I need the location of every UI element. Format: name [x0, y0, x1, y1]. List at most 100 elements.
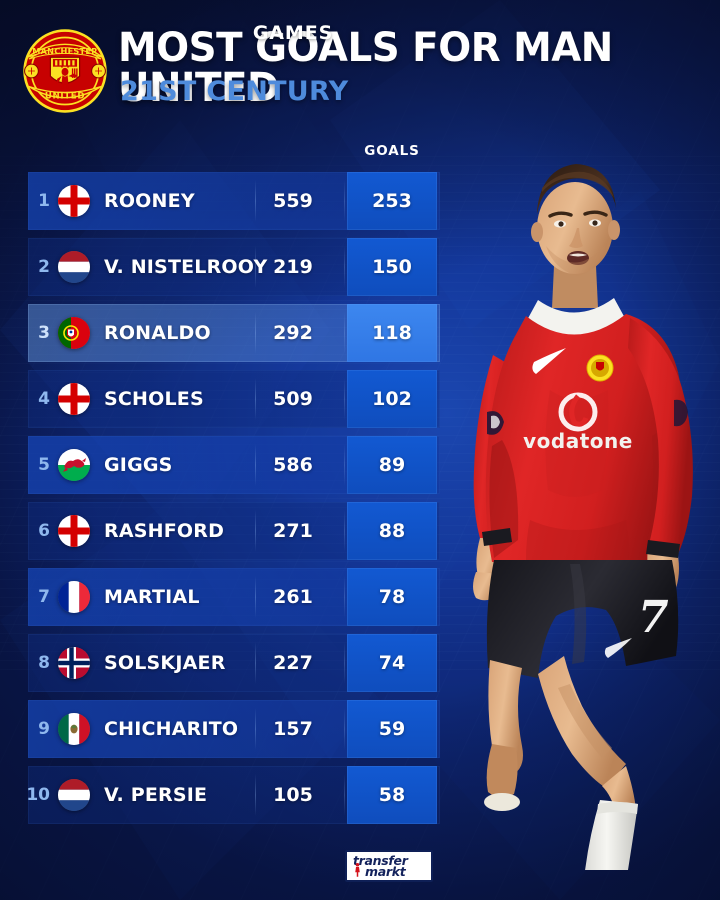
column-divider — [255, 312, 256, 354]
table-row[interactable]: 3 RONALDO 292 118 — [0, 300, 460, 366]
table-row[interactable]: 8 SOLSKJAER 227 74 — [0, 630, 460, 696]
column-divider — [344, 510, 345, 552]
goals-value-box: 78 — [347, 568, 437, 626]
table-row[interactable]: 9 CHICHARITO 157 59 — [0, 696, 460, 762]
player-name: RASHFORD — [104, 520, 225, 542]
column-divider — [255, 444, 256, 486]
games-value: 271 — [273, 520, 313, 542]
table-row[interactable]: 2 V. NISTELROOY 219 150 — [0, 234, 460, 300]
goals-value: 74 — [378, 652, 406, 674]
table-row[interactable]: 10 V. PERSIE 105 58 — [0, 762, 460, 828]
games-value: 559 — [273, 190, 313, 212]
games-value: 292 — [273, 322, 313, 344]
rank-number: 7 — [38, 587, 50, 607]
flag-england-icon — [58, 185, 90, 217]
column-divider — [344, 246, 345, 288]
table-row[interactable]: 4 SCHOLES 509 102 — [0, 366, 460, 432]
page-title: MOST GOALS FOR MAN UNITED — [118, 25, 613, 111]
flag-portugal-icon — [58, 317, 90, 349]
svg-text:7: 7 — [638, 592, 669, 643]
player-name: SOLSKJAER — [104, 652, 226, 674]
column-divider — [344, 180, 345, 222]
games-value: 261 — [273, 586, 313, 608]
flag-england-icon — [58, 383, 90, 415]
svg-text:vodatone: vodatone — [523, 429, 633, 453]
games-value: 227 — [273, 652, 313, 674]
rank-number: 8 — [38, 653, 50, 673]
column-divider — [344, 708, 345, 750]
games-value: 509 — [273, 388, 313, 410]
goals-value-box: 150 — [347, 238, 437, 296]
column-divider — [255, 708, 256, 750]
rank-number: 1 — [38, 191, 50, 211]
player-name: CHICHARITO — [104, 718, 239, 740]
goals-value: 78 — [378, 586, 406, 608]
column-divider — [255, 180, 256, 222]
goals-value: 102 — [372, 388, 412, 410]
goals-value-box: 102 — [347, 370, 437, 428]
goals-value: 88 — [378, 520, 406, 542]
player-photo-ronaldo: vodatone 7 — [473, 164, 693, 870]
games-value: 219 — [273, 256, 313, 278]
goals-value-box: 59 — [347, 700, 437, 758]
goals-value: 118 — [372, 322, 412, 344]
goals-value: 59 — [378, 718, 406, 740]
column-divider — [344, 576, 345, 618]
rank-number: 5 — [38, 455, 50, 475]
rank-number: 3 — [38, 323, 50, 343]
games-value: 157 — [273, 718, 313, 740]
header: MANCHESTER UNITED — [0, 0, 720, 130]
flag-netherlands-icon — [58, 251, 90, 283]
player-name: SCHOLES — [104, 388, 204, 410]
table-row[interactable]: 7 MARTIAL 261 78 — [0, 564, 460, 630]
flag-france-icon — [58, 581, 90, 613]
column-divider — [255, 774, 256, 816]
column-divider — [344, 444, 345, 486]
column-divider — [344, 378, 345, 420]
column-divider — [344, 774, 345, 816]
table-row[interactable]: 1 ROONEY 559 253 — [0, 168, 460, 234]
column-divider — [344, 312, 345, 354]
column-divider — [255, 246, 256, 288]
goals-value: 150 — [372, 256, 412, 278]
table-row[interactable]: 5 GIGGS 586 89 — [0, 432, 460, 498]
column-divider — [255, 642, 256, 684]
games-value: 586 — [273, 454, 313, 476]
column-divider — [255, 510, 256, 552]
flag-england-icon — [58, 515, 90, 547]
table-row[interactable]: 6 RASHFORD 271 88 — [0, 498, 460, 564]
transfermarkt-figure-icon — [355, 862, 360, 877]
flag-netherlands-icon — [58, 779, 90, 811]
page-subtitle: 21ST CENTURY — [120, 76, 349, 107]
column-divider — [344, 642, 345, 684]
flag-wales-icon — [58, 449, 90, 481]
goals-value-box: 74 — [347, 634, 437, 692]
goals-value: 253 — [372, 190, 412, 212]
player-name: RONALDO — [104, 322, 211, 344]
svg-text:MANCHESTER: MANCHESTER — [32, 46, 98, 56]
rank-number: 10 — [26, 785, 50, 805]
column-divider — [255, 378, 256, 420]
games-value: 105 — [273, 784, 313, 806]
player-name: GIGGS — [104, 454, 173, 476]
player-name: V. NISTELROOY — [104, 256, 268, 278]
goals-value: 58 — [378, 784, 406, 806]
logo-line-markt: markt — [365, 863, 406, 879]
rank-number: 6 — [38, 521, 50, 541]
goals-value-box: 88 — [347, 502, 437, 560]
player-name: ROONEY — [104, 190, 195, 212]
manchester-united-crest-icon: MANCHESTER UNITED — [23, 29, 107, 113]
rank-number: 2 — [38, 257, 50, 277]
column-header-games: GAMES — [252, 22, 334, 44]
goals-value-box: 118 — [347, 304, 437, 362]
goals-value: 89 — [378, 454, 406, 476]
flag-norway-icon — [58, 647, 90, 679]
transfermarkt-logo[interactable]: transfer markt — [345, 850, 433, 882]
flag-mexico-icon — [58, 713, 90, 745]
rank-number: 4 — [38, 389, 50, 409]
rank-number: 9 — [38, 719, 50, 739]
leaderboard-table: 1 ROONEY 559 253 2 V. NISTELROOY 219 150 3 RONALD… — [0, 168, 460, 828]
column-divider — [255, 576, 256, 618]
goals-value-box: 89 — [347, 436, 437, 494]
